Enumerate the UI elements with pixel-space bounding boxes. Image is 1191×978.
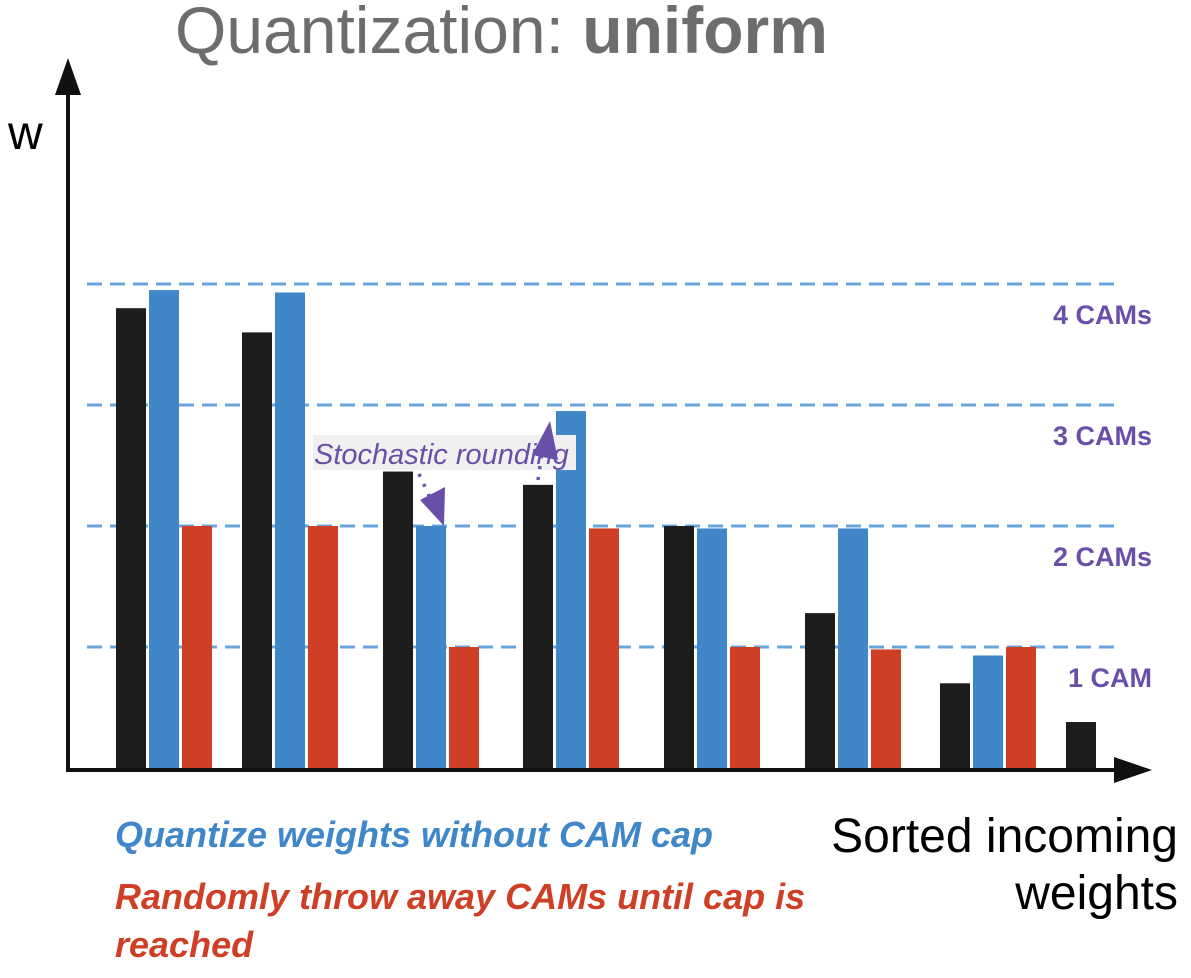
y-axis-arrow (55, 58, 81, 95)
axes (55, 58, 1152, 783)
bars (116, 290, 1096, 768)
bar-capped-6 (871, 649, 901, 768)
level-label-1: 1 CAM (1068, 663, 1152, 693)
x-axis-label-line-2: weights (1014, 867, 1178, 920)
level-label-2: 2 CAMs (1053, 542, 1152, 572)
bar-capped-7 (1006, 647, 1036, 768)
bar-unquantized-1 (116, 308, 146, 768)
annotation-text: Stochastic rounding (314, 439, 569, 471)
bar-unquantized-7 (940, 683, 970, 768)
stochastic-rounding-annotation: Stochastic rounding (313, 421, 576, 526)
legend-red-line-1: Randomly throw away CAMs until cap is (115, 876, 805, 917)
bar-quantized-1 (149, 290, 179, 768)
x-axis-arrow (1114, 757, 1152, 783)
chart-title: Quantization: uniform (175, 0, 828, 67)
level-label-4: 4 CAMs (1053, 300, 1152, 330)
annotation-arrow-up-head (532, 421, 558, 460)
bar-unquantized-8 (1066, 722, 1096, 768)
bar-capped-1 (182, 526, 212, 768)
bar-unquantized-6 (805, 613, 835, 768)
bar-quantized-2 (275, 292, 305, 768)
legend-blue: Quantize weights without CAM cap (115, 814, 713, 855)
annotation-arrow-down-head (420, 487, 445, 526)
bar-unquantized-4 (523, 484, 553, 768)
bar-quantized-6 (838, 528, 868, 768)
x-axis-label-line-1: Sorted incoming (831, 810, 1178, 863)
legend-red-line-2: reached (115, 924, 254, 965)
bar-capped-5 (730, 647, 760, 768)
bar-capped-2 (308, 526, 338, 768)
bar-quantized-4 (556, 411, 586, 768)
bar-capped-4 (589, 528, 619, 768)
bar-unquantized-5 (664, 526, 694, 768)
bar-unquantized-2 (242, 332, 272, 768)
bar-unquantized-3 (383, 471, 413, 768)
y-axis-label: w (7, 107, 43, 160)
annotation-background (313, 435, 576, 470)
bar-quantized-5 (697, 528, 727, 768)
bar-capped-3 (449, 647, 479, 768)
bar-quantized-3 (416, 526, 446, 768)
chart-title-emphasis: uniform (582, 0, 828, 67)
level-lines: 1 CAM 2 CAMs 3 CAMs 4 CAMs (87, 282, 1152, 693)
bar-quantized-7 (973, 655, 1003, 768)
level-label-3: 3 CAMs (1053, 421, 1152, 451)
chart-title-prefix: Quantization: (175, 0, 582, 67)
